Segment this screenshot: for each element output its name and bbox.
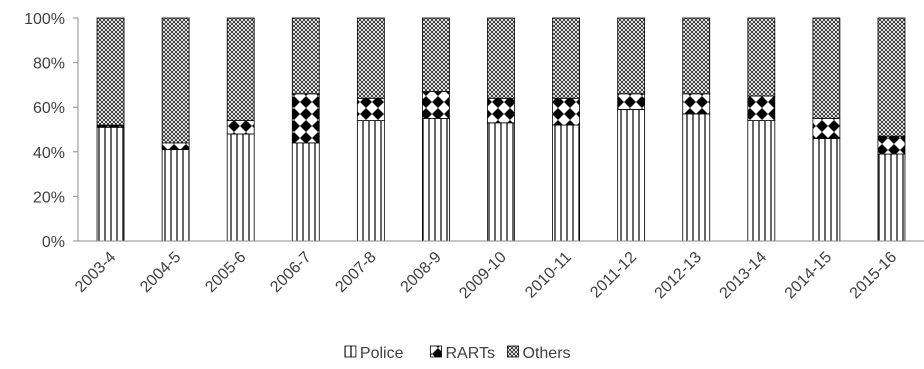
bar-segment-others: [877, 17, 906, 137]
x-tick-label: 2015-16: [847, 249, 901, 303]
bar-segment-police: [356, 120, 385, 242]
bar-segment-others: [747, 17, 776, 97]
y-tick-label: 60%: [33, 100, 65, 117]
bar-segment-others: [356, 17, 385, 99]
bar-segment-others: [682, 17, 711, 95]
bar-segment-rarts: [356, 97, 385, 121]
bar-segment-rarts: [682, 93, 711, 115]
bar-segment-police: [96, 126, 125, 242]
y-tick-label: 20%: [33, 189, 65, 206]
bar-segment-rarts: [161, 142, 190, 150]
bar-segment-police: [747, 120, 776, 242]
x-tick-label: 2010-11: [522, 249, 575, 302]
bar-segment-police: [226, 133, 255, 242]
y-tick-label: 100%: [24, 11, 65, 28]
legend-swatch-others: [507, 345, 519, 358]
x-tick-label: 2008-9: [397, 249, 444, 296]
bar-segment-others: [161, 17, 190, 144]
bar-segment-police: [422, 117, 450, 242]
y-tick-label: 40%: [33, 145, 65, 162]
bar-segment-others: [96, 17, 125, 126]
legend: Police RARTs Others: [344, 345, 571, 362]
x-tick-label: 2011-12: [587, 249, 640, 302]
bar-segment-others: [291, 17, 320, 95]
bar-segment-others: [487, 17, 515, 99]
bar-segment-police: [877, 153, 906, 242]
legend-label-others: Others: [523, 345, 571, 362]
legend-label-police: Police: [360, 345, 404, 362]
bar-segment-others: [226, 17, 255, 121]
bar-segment-police: [682, 113, 711, 242]
x-tick-label: 2009-10: [456, 249, 510, 303]
bar-segment-others: [812, 17, 841, 119]
x-tick-label: 2014-15: [782, 249, 836, 303]
y-tick-label: 0%: [42, 234, 65, 251]
legend-swatch-rarts: [430, 345, 442, 358]
plot-area: 0% 20% 40% 60% 80% 100% 2003-4 2004-5 2005-6 2006…: [24, 11, 924, 302]
bar-segment-rarts: [617, 93, 646, 110]
bar-segment-police: [291, 142, 320, 242]
bar-segment-others: [617, 17, 646, 95]
x-tick-label: 2007-8: [332, 249, 379, 296]
bar-segment-police: [812, 138, 841, 242]
bar-segment-rarts: [877, 135, 906, 155]
bar-segment-others: [422, 17, 450, 92]
bar-segment-rarts: [812, 117, 841, 139]
bar-segment-others: [552, 17, 580, 99]
bar-segment-rarts: [552, 97, 580, 126]
bar-segment-rarts: [291, 93, 320, 144]
bar-segment-police: [161, 149, 190, 242]
x-tick-label: 2005-6: [202, 249, 249, 296]
x-tick-label: 2012-13: [652, 249, 706, 303]
legend-swatch-police: [344, 345, 357, 358]
bar-segment-rarts: [422, 91, 450, 119]
x-tick-label: 2003-4: [72, 249, 119, 296]
bar-segment-police: [487, 122, 515, 242]
bar-segment-rarts: [226, 120, 255, 135]
x-tick-label: 2013-14: [717, 249, 771, 303]
legend-label-rarts: RARTs: [446, 345, 496, 362]
bar-segment-police: [617, 109, 646, 242]
x-tick-label: 2004-5: [137, 249, 184, 296]
bar-segment-rarts: [487, 97, 515, 124]
bar-segment-rarts: [747, 95, 776, 121]
bar-segment-police: [552, 124, 580, 242]
y-tick-label: 80%: [33, 56, 65, 73]
x-tick-label: 2006-7: [267, 249, 314, 296]
